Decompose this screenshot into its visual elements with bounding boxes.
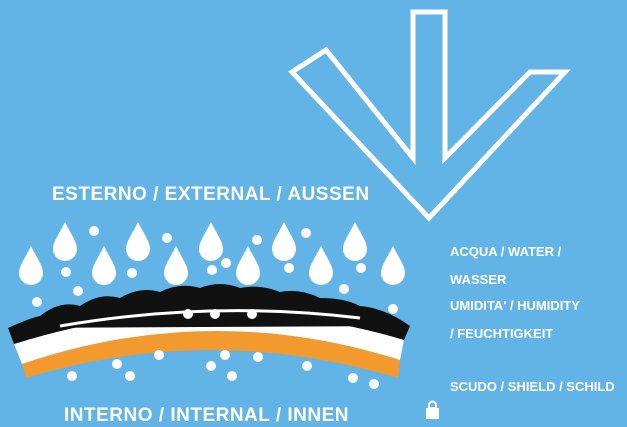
humidity-dot-icon [112, 359, 122, 369]
internal-label: INTERNO / INTERNAL / INNEN [64, 405, 349, 426]
humidity-dot-icon [154, 350, 164, 360]
water-drop-icon [236, 246, 260, 285]
legend-humidity-line2: / FEUCHTIGKEIT [450, 326, 554, 341]
orange-layer [22, 330, 400, 378]
humidity-dot-icon [221, 258, 231, 268]
humidity-dot-icon [356, 263, 366, 273]
water-drop-icon [272, 222, 296, 261]
water-drop-icon [126, 222, 150, 261]
humidity-dots [32, 226, 398, 389]
humidity-dot-icon [89, 226, 99, 236]
humidity-dot-icon [253, 352, 263, 362]
water-drop-icon [19, 246, 43, 285]
humidity-dot-icon [247, 309, 257, 319]
humidity-dot-icon [388, 304, 398, 314]
humidity-dot-icon [162, 233, 172, 243]
humidity-dot-icon [284, 263, 294, 273]
humidity-dot-icon [227, 371, 237, 381]
humidity-dot-icon [125, 371, 135, 381]
legend-water-line2: WASSER [450, 272, 507, 287]
water-drop-icon [309, 246, 333, 285]
humidity-dot-icon [183, 309, 193, 319]
humidity-dot-icon [73, 286, 83, 296]
water-drop-icon [92, 246, 116, 285]
humidity-dot-icon [67, 371, 77, 381]
humidity-dot-icon [127, 268, 137, 278]
shield-icon [426, 400, 439, 419]
water-drop-icon [199, 222, 223, 261]
arrow-down-icon [288, 9, 571, 222]
legend-water-line1: ACQUA / WATER / [450, 244, 562, 259]
humidity-dot-icon [207, 265, 217, 275]
water-drop-icon [53, 222, 77, 261]
humidity-dot-icon [32, 297, 42, 307]
legend-humidity-line1: UMIDITA' / HUMIDITY [450, 298, 580, 313]
water-drop-icon [343, 222, 367, 261]
external-label: ESTERNO / EXTERNAL / AUSSEN [52, 184, 370, 205]
water-drops [19, 222, 405, 285]
barrier-layers [8, 284, 410, 378]
humidity-dot-icon [252, 235, 262, 245]
humidity-dot-icon [348, 373, 358, 383]
humidity-dot-icon [206, 361, 216, 371]
legend-shield: SCUDO / SHIELD / SCHILD [450, 379, 615, 394]
humidity-dot-icon [220, 350, 230, 360]
black-wavy-top [8, 284, 410, 328]
humidity-dot-icon [61, 267, 71, 277]
inner-white-stripe [59, 309, 361, 328]
humidity-dot-icon [369, 379, 379, 389]
humidity-dot-icon [302, 361, 312, 371]
humidity-dot-icon [339, 284, 349, 294]
water-drop-icon [164, 246, 188, 285]
humidity-dot-icon [210, 309, 220, 319]
water-drop-icon [381, 246, 405, 285]
humidity-dot-icon [301, 228, 311, 238]
